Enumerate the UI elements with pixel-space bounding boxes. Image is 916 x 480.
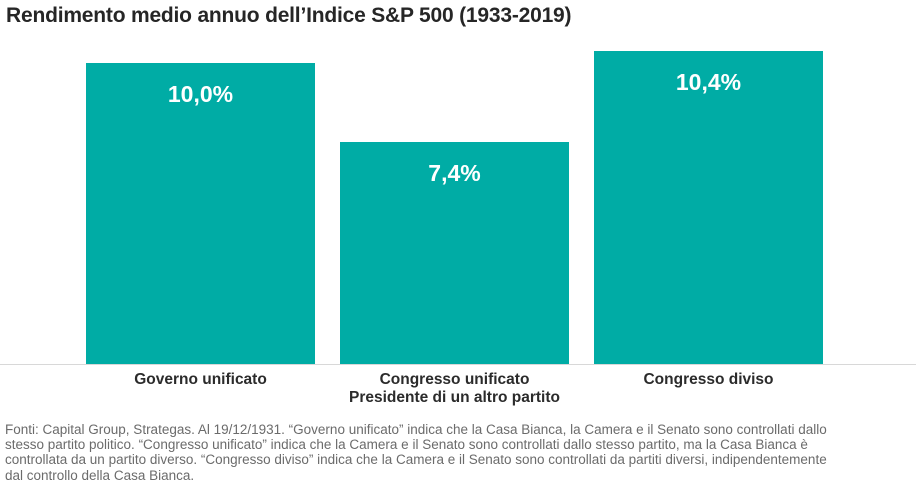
bar-governo-unificato: 10,0%: [86, 63, 315, 365]
bar-value-label: 10,4%: [675, 69, 742, 95]
bar-value-label: 7,4%: [428, 160, 481, 186]
source-note: Fonti: Capital Group, Strategas. Al 19/1…: [5, 421, 827, 480]
category-labels-row: Governo unificato Congresso unificato Pr…: [86, 371, 823, 407]
category-label-governo-unificato: Governo unificato: [134, 371, 267, 388]
x-axis-line: [0, 364, 916, 365]
bars-group: 10,0% 7,4% 10,4%: [86, 0, 823, 365]
chart-title: Rendimento medio annuo dell’Indice S&P 5…: [6, 4, 572, 27]
bar-congresso-diviso: 10,4%: [594, 51, 823, 365]
category-label-congresso-unificato: Congresso unificato Presidente di un alt…: [349, 371, 560, 406]
category-label-congresso-diviso: Congresso diviso: [643, 371, 774, 388]
bar-congresso-unificato: 7,4%: [340, 142, 569, 365]
bar-value-label: 10,0%: [167, 81, 234, 107]
